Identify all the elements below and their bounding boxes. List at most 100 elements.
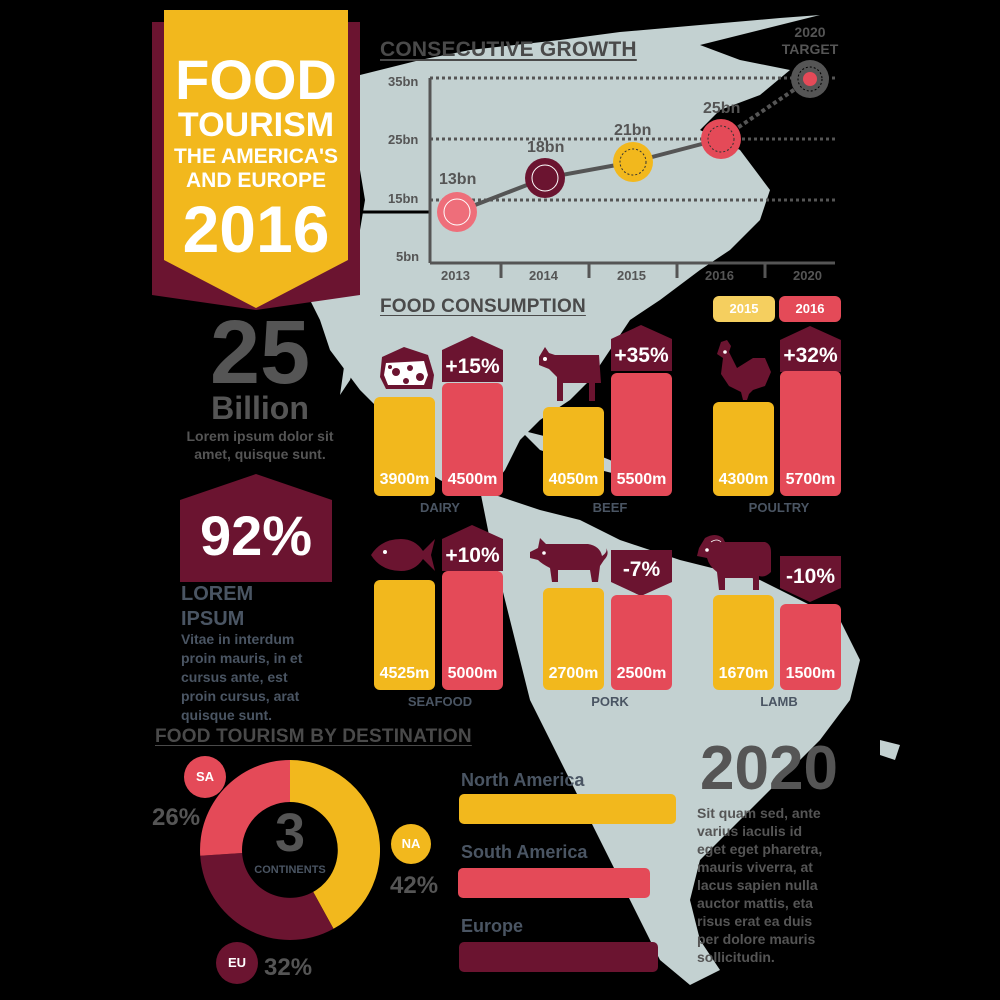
dest-bar-north-america: [459, 794, 676, 824]
dest-label-north-america: North America: [461, 770, 585, 790]
value-label-2015: 21bn: [614, 122, 652, 139]
change-badge-beef: [611, 325, 672, 371]
category-lamb: LAMB: [760, 694, 798, 709]
x-tick-2020: 2020: [793, 268, 822, 283]
outlook-year: 2020: [700, 734, 838, 803]
bar-value: 2700m: [548, 665, 599, 682]
bar-poultry-2015: 4300m: [713, 402, 774, 496]
target-label: 2020 TARGET: [775, 24, 845, 58]
bar-lamb-2015: 1670m: [713, 595, 774, 690]
bar-value: 4050m: [548, 471, 599, 488]
y-tick-35bn: 35bn: [388, 74, 419, 89]
bar-beef-2016: 5500m: [611, 373, 672, 496]
stat-92-heading: LOREM IPSUM: [181, 582, 253, 632]
outlook-text-line: auctor mattis, eta: [697, 895, 813, 911]
y-tick-5bn: 5bn: [396, 249, 420, 264]
bar-lamb-2016: 1500m: [780, 604, 841, 690]
growth-title: CONSECUTIVE GROWTH: [380, 38, 637, 61]
bar-dairy-2015: 3900m: [374, 397, 435, 496]
stat-number-92: 92%: [199, 504, 313, 567]
stat-number-25: 25: [209, 303, 311, 403]
bar-value: 5000m: [447, 665, 498, 682]
dest-bar-south-america: [458, 868, 650, 898]
stat-92-description: Vitae in interdum proin mauris, in et cu…: [181, 630, 302, 725]
label-na: NA: [391, 824, 431, 864]
destination-title: FOOD TOURISM BY DESTINATION: [155, 726, 472, 747]
change-poultry: +32%: [783, 344, 838, 367]
stat-92-text-line: quisque sunt.: [181, 707, 272, 723]
value-label-2014: 18bn: [527, 139, 565, 156]
house-shape: [180, 474, 332, 582]
bar-seafood-2015: 4525m: [374, 580, 435, 690]
target-label-line: TARGET: [781, 41, 839, 57]
stat-92-heading-line: LOREM: [181, 583, 254, 605]
legend-2016: 2016: [779, 296, 841, 322]
point-2013: [437, 192, 477, 232]
change-pork: -7%: [622, 558, 661, 581]
legend-2015: 2015: [713, 296, 775, 322]
x-tick-2013: 2013: [441, 268, 470, 283]
category-poultry: POULTRY: [748, 500, 810, 515]
sheep-icon: [697, 535, 771, 590]
change-seafood: +10%: [445, 544, 500, 567]
dest-label-south-america: South America: [461, 842, 588, 862]
bar-value: 2500m: [616, 665, 667, 682]
donut-center-number: 3: [274, 803, 306, 863]
outlook-text-line: risus erat ea duis: [697, 913, 813, 929]
dest-label-europe: Europe: [461, 916, 524, 936]
stat-unit-billion: Billion: [211, 390, 309, 426]
label-eu: EU: [216, 942, 258, 984]
change-badge-poultry: [780, 326, 841, 372]
bar-value: 5700m: [785, 471, 836, 488]
change-lamb: -10%: [785, 565, 836, 588]
stat-25-text-line: Lorem ipsum dolor sit: [186, 428, 334, 444]
pig-icon: [530, 538, 608, 582]
stat-92-text-line: proin cursus, arat: [181, 688, 300, 704]
percent-sa: 26%: [152, 804, 201, 831]
label-sa: SA: [184, 756, 226, 798]
banner-line-americas: THE AMERICA'S: [173, 145, 339, 168]
banner-year: 2016: [182, 192, 330, 266]
bar-seafood-2016: 5000m: [442, 571, 503, 690]
y-tick-15bn: 15bn: [388, 191, 419, 206]
bar-value: 4500m: [447, 471, 498, 488]
stat-25-text-line: amet, quisque sunt.: [194, 446, 326, 462]
chicken-icon: [717, 340, 771, 400]
cheese-icon: [380, 347, 434, 389]
bar-value: 4525m: [379, 665, 430, 682]
outlook-text-line: mauris viverra, at: [697, 859, 813, 875]
bar-value: 1670m: [718, 665, 769, 682]
cow-icon: [539, 347, 601, 401]
change-badge-dairy: [442, 336, 503, 382]
outlook-text-line: Sit quam sed, ante: [697, 805, 821, 821]
category-seafood: SEAFOOD: [407, 694, 473, 709]
stat-92-text-line: proin mauris, in et: [181, 650, 303, 666]
category-pork: PORK: [591, 694, 629, 709]
change-badge-pork: [611, 550, 672, 596]
percent-na: 42%: [390, 872, 439, 899]
growth-line-chart: [428, 60, 835, 278]
outlook-text-line: per dolore mauris: [697, 931, 816, 947]
title-banner: [152, 10, 360, 310]
outlook-text-line: varius iaculis id: [697, 823, 803, 839]
y-tick-25bn: 25bn: [388, 132, 419, 147]
banner-line-food: FOOD: [175, 48, 337, 111]
x-tick-2015: 2015: [617, 268, 646, 283]
stat-92-text-line: Vitae in interdum: [181, 631, 295, 647]
bar-value: 1500m: [785, 665, 836, 682]
stat-25-description: Lorem ipsum dolor sit amet, quisque sunt…: [160, 427, 360, 463]
bar-value: 5500m: [616, 471, 667, 488]
consumption-title: FOOD CONSUMPTION: [380, 296, 586, 317]
bar-value: 4300m: [718, 471, 769, 488]
banner-line-europe: AND EUROPE: [185, 169, 327, 192]
target-label-line: 2020: [794, 24, 826, 40]
outlook-description: Sit quam sed, ante varius iaculis id ege…: [697, 804, 822, 966]
change-beef: +35%: [614, 344, 669, 367]
category-beef: BEEF: [592, 500, 628, 515]
bar-dairy-2016: 4500m: [442, 383, 503, 496]
value-label-2013: 13bn: [439, 171, 477, 188]
outlook-text-line: eget eget pharetra,: [697, 841, 823, 857]
change-badge-seafood: [442, 525, 503, 571]
destination-donut-chart: [200, 760, 380, 940]
value-label-2016: 25bn: [703, 100, 741, 117]
